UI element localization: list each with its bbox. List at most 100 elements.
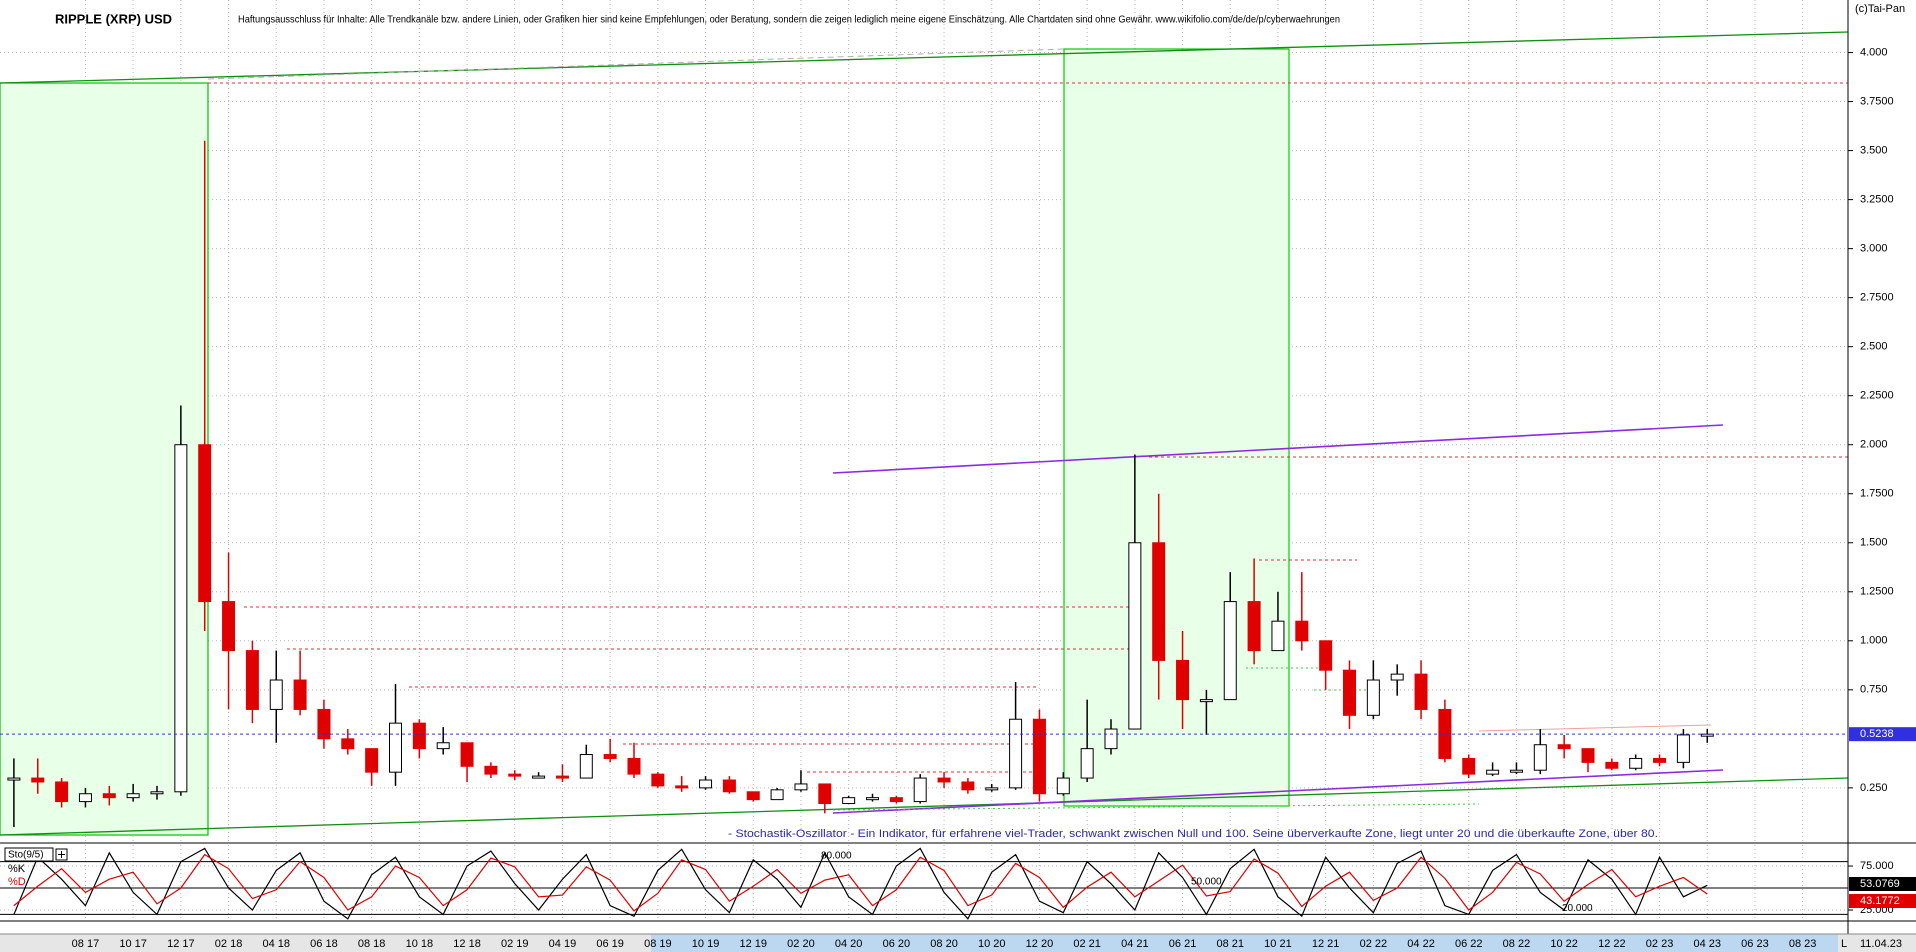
candle-body — [389, 722, 402, 773]
candle-body — [436, 742, 450, 750]
candle-body — [126, 793, 140, 799]
chart-title: RIPPLE (XRP) USD — [55, 11, 172, 26]
candle-body — [1152, 542, 1166, 661]
x-tick-label: 12 17 — [167, 938, 195, 950]
y-tick-label: 2.7500 — [1860, 292, 1894, 304]
y-tick-label: 3.7500 — [1860, 95, 1894, 107]
value-box — [1849, 894, 1916, 908]
y-tick-label: 0.750 — [1860, 684, 1888, 696]
candle-body — [1271, 620, 1285, 652]
text-layer: RIPPLE (XRP) USD Haftungsausschluss für … — [4, 3, 1916, 950]
candle-body — [1486, 769, 1500, 775]
candle-body — [794, 783, 808, 791]
candle-body — [1199, 699, 1213, 703]
y-tick-label: 2.500 — [1860, 341, 1888, 353]
x-tick-label: 12 21 — [1312, 938, 1340, 950]
candle-body — [1032, 718, 1046, 795]
y-tick-label: 1.500 — [1860, 537, 1888, 549]
candle-body — [1295, 620, 1309, 642]
x-tick-label: 02 23 — [1646, 938, 1674, 950]
x-tick-label: 02 18 — [215, 938, 243, 950]
candle-body — [55, 781, 69, 803]
x-tick-label: 02 19 — [501, 938, 529, 950]
x-axis-highlight — [651, 934, 1838, 952]
candle-body — [1629, 757, 1643, 769]
x-tick-label: 08 21 — [1216, 938, 1244, 950]
candle-body — [699, 779, 713, 789]
x-tick-label: 04 22 — [1407, 938, 1435, 950]
candle-body — [842, 797, 856, 805]
candle-body — [31, 777, 45, 783]
legend-label: %K — [8, 863, 26, 875]
trend-line — [207, 48, 1065, 80]
y-tick-label: 75.000 — [1860, 860, 1894, 872]
x-tick-label: 12 19 — [739, 938, 767, 950]
candle-body — [412, 722, 426, 750]
x-tick-label: 10 17 — [119, 938, 147, 950]
x-tick-label: 04 20 — [835, 938, 863, 950]
candle-body — [1104, 728, 1118, 750]
x-tick-label: 08 22 — [1503, 938, 1531, 950]
x-tick-label: 04 23 — [1693, 938, 1721, 950]
y-tick-label: 3.500 — [1860, 144, 1888, 156]
candle-body — [675, 785, 689, 789]
candle-body — [1223, 601, 1237, 701]
candle-body — [1080, 748, 1094, 779]
level-label: 80.000 — [821, 850, 852, 861]
y-tick-label: 1.2500 — [1860, 586, 1894, 598]
y-tick-label: 4.000 — [1860, 46, 1888, 58]
candle-body — [1414, 673, 1428, 710]
x-tick-label: 12 20 — [1026, 938, 1054, 950]
x-tick-label: 08 17 — [72, 938, 100, 950]
x-tick-label: 04 19 — [549, 938, 577, 950]
indicator-line — [13, 853, 1708, 912]
candle-body — [150, 791, 164, 795]
candle-body — [1509, 769, 1523, 773]
x-tick-label: 12 18 — [453, 938, 481, 950]
candle-body — [7, 777, 21, 781]
candle-body — [1653, 757, 1667, 763]
y-tick-label: 3.000 — [1860, 243, 1888, 255]
candle-body — [245, 650, 259, 710]
trend-line — [0, 777, 1849, 836]
disclaimer: Haftungsausschluss für Inhalte: Alle Tre… — [238, 15, 1340, 26]
candle-body — [1247, 601, 1261, 652]
x-tick-label: 06 18 — [310, 938, 338, 950]
trend-line — [0, 31, 1849, 84]
candle-body — [1319, 640, 1333, 671]
highlight-zone — [0, 82, 209, 836]
x-tick-label: 08 20 — [930, 938, 958, 950]
candle-body — [746, 791, 760, 801]
x-tick-label: 02 22 — [1360, 938, 1388, 950]
value-label: 43.1772 — [1860, 895, 1900, 907]
candle-body — [651, 773, 665, 787]
candle-body — [770, 789, 784, 801]
candle-body — [1438, 708, 1452, 759]
scale-button[interactable]: L — [1841, 938, 1847, 950]
level-label: 20.000 — [1562, 903, 1593, 914]
current-price-box — [1849, 727, 1916, 742]
candle-body — [1676, 734, 1690, 763]
x-tick-label: 04 21 — [1121, 938, 1149, 950]
legend-label: %D — [8, 876, 26, 888]
candle-body — [1462, 757, 1476, 775]
x-tick-label: 08 18 — [358, 938, 386, 950]
indicator-description: - Stochastik-Oszillator - Ein Indikator,… — [728, 828, 1658, 840]
y-tick-label: 1.7500 — [1860, 488, 1894, 500]
candle-body — [460, 742, 474, 767]
x-tick-label: 12 22 — [1598, 938, 1626, 950]
level-label: 50.000 — [1191, 877, 1222, 888]
candle-body — [269, 679, 283, 710]
current-price-label: 0.5238 — [1860, 728, 1894, 740]
x-tick-label: 10 21 — [1264, 938, 1292, 950]
candle-body — [627, 757, 641, 775]
candle-body — [818, 783, 832, 805]
candle-body — [341, 738, 355, 750]
trend-line — [832, 424, 1724, 474]
candle-body — [937, 777, 951, 783]
y-tick-label: 1.000 — [1860, 635, 1888, 647]
source: (c)Tai-Pan — [1855, 3, 1905, 15]
x-tick-label: 06 21 — [1169, 938, 1197, 950]
marks-layer — [0, 140, 1848, 920]
